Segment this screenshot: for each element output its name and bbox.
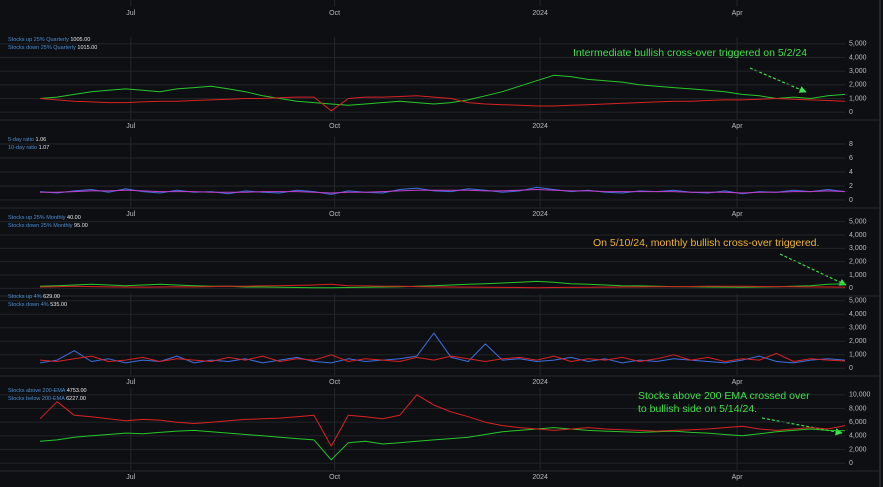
x-tick-label: Jul	[126, 211, 135, 218]
annotation: Intermediate bullish cross-over triggere…	[573, 47, 807, 59]
legend-value: 629.00	[43, 294, 60, 300]
legend-name: Stocks below 200-EMA	[8, 396, 65, 402]
legend-entry: Stocks up 4% 629.00	[8, 294, 60, 300]
x-tick-label: Jul	[126, 474, 135, 481]
legend-name: Stocks up 4%	[8, 294, 42, 300]
y-tick-label: 10,000	[849, 392, 871, 399]
y-tick-label: 4,000	[849, 311, 867, 318]
y-tick-label: 2,000	[849, 338, 867, 345]
x-tick-label: Oct	[329, 211, 340, 218]
y-tick-label: 1,000	[849, 352, 867, 359]
x-tick-label: Apr	[732, 474, 744, 481]
legend-value: 1005.00	[70, 37, 90, 43]
x-tick-label: 2024	[532, 211, 548, 218]
legend-entry: 5-day ratio 1.06	[8, 137, 46, 143]
arrow	[779, 253, 847, 286]
legend-entry: Stocks down 25% Quarterly 1015.00	[8, 45, 97, 51]
series-line	[39, 283, 846, 289]
x-tick-label: Jul	[126, 379, 135, 386]
x-tick-label: Oct	[329, 123, 340, 130]
y-tick-label: 2,000	[849, 446, 867, 453]
annotation: to bullish side on 5/14/24.	[638, 403, 757, 415]
y-tick-label: 2,000	[849, 259, 867, 266]
series-line	[39, 95, 846, 112]
x-tick-label: Oct	[329, 474, 340, 481]
legend-name: Stocks down 4%	[8, 302, 49, 308]
y-tick-label: 2	[849, 183, 853, 190]
legend-name: Stocks above 200-EMA	[8, 388, 66, 394]
legend-value: 6227.00	[66, 396, 86, 402]
legend-entry: Stocks below 200-EMA 6227.00	[8, 396, 86, 402]
legend-name: 5-day ratio	[8, 137, 34, 143]
y-tick-label: 5,000	[849, 219, 867, 226]
x-tick-label: Oct	[329, 10, 340, 17]
y-tick-label: 2,000	[849, 82, 867, 89]
y-tick-label: 0	[849, 365, 853, 372]
legend-name: Stocks up 25% Quarterly	[8, 37, 69, 43]
arrow	[749, 67, 807, 93]
y-tick-label: 3,000	[849, 68, 867, 75]
x-tick-label: Apr	[732, 123, 744, 130]
legend-entry: Stocks above 200-EMA 4753.00	[8, 388, 87, 394]
series-line	[39, 332, 846, 364]
legend-name: Stocks down 25% Monthly	[8, 223, 73, 229]
y-tick-label: 0	[849, 460, 853, 467]
legend-name: Stocks down 25% Quarterly	[8, 45, 76, 51]
y-tick-label: 1,000	[849, 95, 867, 102]
annotation: On 5/10/24, monthly bullish cross-over t…	[593, 237, 819, 249]
legend-name: Stocks up 25% Monthly	[8, 215, 66, 221]
y-tick-label: 0	[849, 197, 853, 204]
x-tick-label: 2024	[532, 10, 548, 17]
legend-value: 4753.00	[67, 388, 87, 394]
y-tick-label: 0	[849, 109, 853, 116]
x-tick-label: 2024	[532, 123, 548, 130]
y-tick-label: 4,000	[849, 232, 867, 239]
legend-entry: Stocks up 25% Monthly 40.00	[8, 215, 81, 221]
y-tick-label: 3,000	[849, 245, 867, 252]
legend-value: 535.00	[50, 302, 67, 308]
y-tick-label: 3,000	[849, 325, 867, 332]
y-tick-label: 5,000	[849, 298, 867, 305]
x-tick-label: Jul	[126, 123, 135, 130]
series-line	[39, 394, 846, 447]
x-tick-label: Apr	[732, 211, 744, 218]
y-tick-label: 8	[849, 141, 853, 148]
y-tick-label: 4,000	[849, 54, 867, 61]
legend-value: 1.07	[39, 145, 50, 151]
y-tick-label: 5,000	[849, 41, 867, 48]
series-line	[39, 74, 846, 106]
legend-entry: 10-day ratio 1.07	[8, 145, 49, 151]
x-tick-label: Apr	[732, 10, 744, 17]
series-line	[39, 352, 846, 362]
series-line	[40, 189, 846, 194]
y-tick-label: 4,000	[849, 433, 867, 440]
annotation: Stocks above 200 EMA crossed over	[638, 390, 810, 402]
legend-entry: Stocks up 25% Quarterly 1005.00	[8, 37, 90, 43]
x-tick-label: Jul	[126, 10, 135, 17]
legend-value: 1.06	[36, 137, 47, 143]
legend-entry: Stocks down 4% 535.00	[8, 302, 67, 308]
y-tick-label: 6	[849, 155, 853, 162]
y-tick-label: 1,000	[849, 272, 867, 279]
legend-value: 95.00	[74, 223, 88, 229]
x-tick-label: 2024	[532, 379, 548, 386]
x-tick-label: Oct	[329, 379, 340, 386]
legend-name: 10-day ratio	[8, 145, 37, 151]
x-tick-label: 2024	[532, 474, 548, 481]
y-tick-label: 6,000	[849, 419, 867, 426]
series-line	[39, 427, 846, 461]
legend-entry: Stocks down 25% Monthly 95.00	[8, 223, 88, 229]
x-tick-label: Apr	[732, 379, 744, 386]
legend-value: 40.00	[67, 215, 81, 221]
y-tick-label: 8,000	[849, 405, 867, 412]
legend-value: 1015.00	[77, 45, 97, 51]
y-tick-label: 0	[849, 285, 853, 292]
y-tick-label: 4	[849, 169, 853, 176]
series-line	[39, 280, 846, 289]
